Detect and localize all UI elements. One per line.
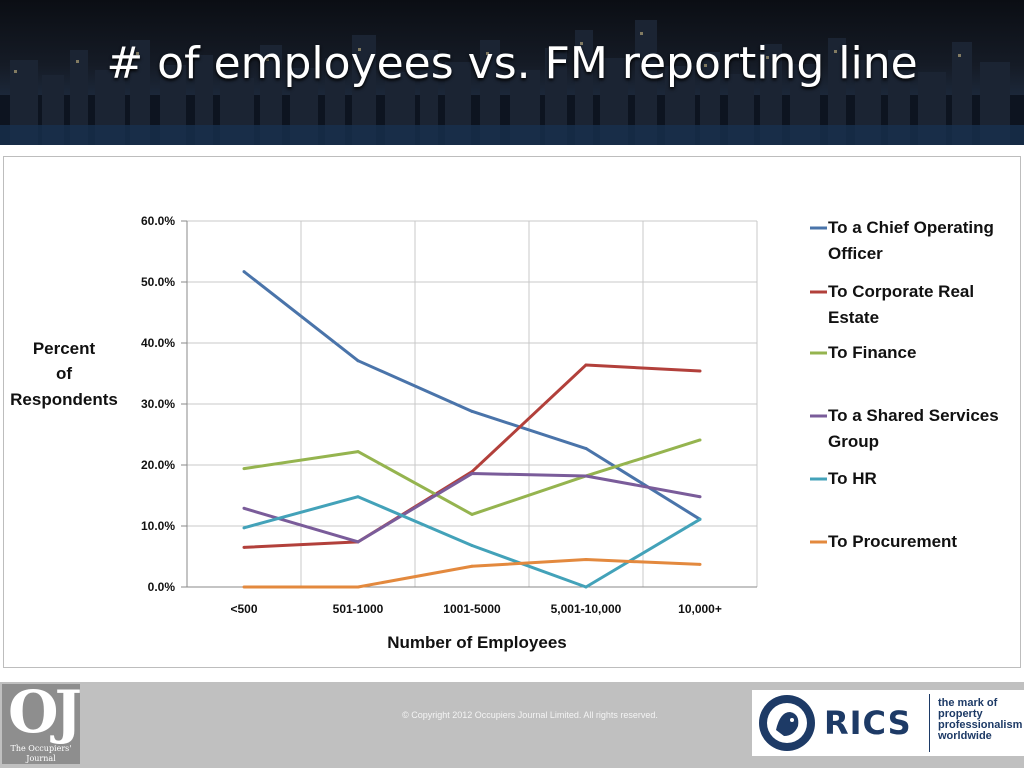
data-point <box>356 540 360 544</box>
rics-logo: RICS the mark of property professionalis… <box>752 690 1024 756</box>
y-tick-label: 50.0% <box>141 275 175 289</box>
oj-logo-letters: OJ <box>8 678 82 746</box>
legend-label: To HR <box>828 469 877 488</box>
data-point <box>698 562 702 566</box>
y-tick-labels: 0.0% 10.0% 20.0% 30.0% 40.0% 50.0% 60.0% <box>141 214 175 594</box>
data-point <box>470 544 474 548</box>
legend-label: To Finance <box>828 343 916 362</box>
copyright-notice: © Copyright 2012 Occupiers Journal Limit… <box>402 710 658 720</box>
legend-label: To Procurement <box>828 532 957 551</box>
y-tick-label: 60.0% <box>141 214 175 228</box>
slide-title: # of employees vs. FM reporting line <box>106 38 918 89</box>
y-tick-label: 20.0% <box>141 458 175 472</box>
legend-label: To Corporate Real <box>828 282 974 301</box>
data-point <box>698 495 702 499</box>
rics-tagline: the mark of property professionalism wor… <box>938 697 1023 742</box>
data-point <box>584 474 588 478</box>
y-tick-label: 0.0% <box>148 580 176 594</box>
data-series <box>242 270 702 589</box>
rics-divider <box>929 694 930 752</box>
data-point <box>470 512 474 516</box>
x-tick-labels: <500 501-1000 1001-5000 5,001-10,000 10,000+ <box>230 602 721 616</box>
y-axis-title: Percent of Respondents <box>10 339 118 409</box>
gridlines <box>187 220 758 588</box>
x-tick-label: 5,001-10,000 <box>551 602 622 616</box>
data-point <box>242 526 246 530</box>
y-tick-label: 40.0% <box>141 336 175 350</box>
data-point <box>356 359 360 363</box>
rics-wordmark: RICS <box>824 704 912 742</box>
y-tick-label: 30.0% <box>141 397 175 411</box>
data-point <box>698 517 702 521</box>
chart-panel: 0.0% 10.0% 20.0% 30.0% 40.0% 50.0% 60.0% <500 5… <box>3 156 1021 668</box>
data-point <box>242 506 246 510</box>
y-tick-label: 10.0% <box>141 519 175 533</box>
city-skyline-image <box>0 20 1024 145</box>
x-tick-label: 501-1000 <box>333 602 384 616</box>
data-point <box>242 270 246 274</box>
y-axis-title-line: Percent <box>33 339 96 358</box>
data-point <box>356 495 360 499</box>
data-point <box>242 545 246 549</box>
line-chart: 0.0% 10.0% 20.0% 30.0% 40.0% 50.0% 60.0% <500 5… <box>10 214 999 652</box>
legend-label: Group <box>828 432 879 451</box>
y-axis-title-line: of <box>56 364 72 383</box>
data-point <box>356 585 360 589</box>
data-point <box>584 558 588 562</box>
series-line <box>243 270 701 521</box>
x-tick-label: 10,000+ <box>678 602 722 616</box>
series-line <box>244 558 701 589</box>
series-line <box>243 495 701 589</box>
chart-legend: To a Chief Operating Officer To Corporate … <box>810 218 999 551</box>
lion-emblem-icon <box>759 695 815 751</box>
occupiers-journal-logo: OJ The Occupiers' Journal <box>2 678 82 764</box>
data-point <box>356 450 360 454</box>
data-point <box>698 369 702 373</box>
data-point <box>698 438 702 442</box>
data-point <box>470 472 474 476</box>
y-axis-title-line: Respondents <box>10 390 118 409</box>
data-point <box>470 409 474 413</box>
data-point <box>584 585 588 589</box>
legend-label: Estate <box>828 308 879 327</box>
data-point <box>470 564 474 568</box>
data-point <box>584 447 588 451</box>
data-point <box>242 585 246 589</box>
data-point <box>242 467 246 471</box>
x-tick-label: 1001-5000 <box>443 602 501 616</box>
data-point <box>584 363 588 367</box>
oj-logo-name: The Occupiers' Journal <box>10 744 72 763</box>
title-banner: # of employees vs. FM reporting line <box>0 0 1024 145</box>
x-tick-label: <500 <box>230 602 257 616</box>
legend-label: Officer <box>828 244 883 263</box>
legend-label: To a Chief Operating <box>828 218 994 237</box>
footer-bar: OJ The Occupiers' Journal © Copyright 20… <box>0 678 1024 768</box>
series-line <box>243 363 701 549</box>
x-axis-title: Number of Employees <box>387 633 567 652</box>
legend-label: To a Shared Services <box>828 406 999 425</box>
